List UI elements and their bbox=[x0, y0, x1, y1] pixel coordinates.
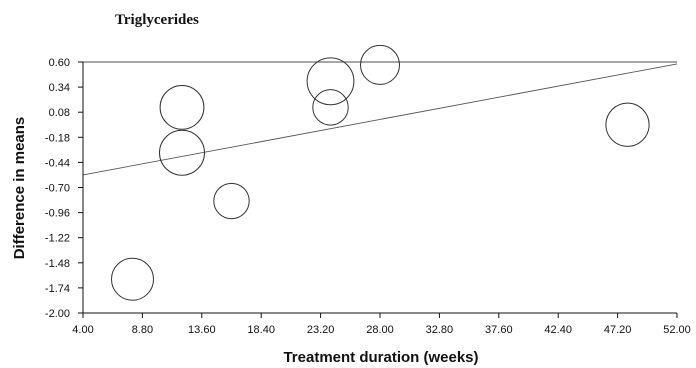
x-tick-label: 4.00 bbox=[72, 324, 93, 336]
y-tick-label: -1.22 bbox=[45, 233, 70, 245]
y-tick-label: 0.34 bbox=[49, 82, 70, 94]
y-tick-label: -1.74 bbox=[45, 283, 70, 295]
x-tick-label: 18.40 bbox=[247, 324, 275, 336]
chart-title: Triglycerides bbox=[115, 12, 199, 28]
x-tick-label: 42.40 bbox=[544, 324, 572, 336]
data-point-bubble bbox=[306, 57, 355, 106]
y-tick-label: -1.48 bbox=[45, 258, 70, 270]
data-point-bubble bbox=[213, 182, 250, 220]
y-axis-label: Difference in means bbox=[11, 117, 28, 260]
x-tick-label: 23.20 bbox=[307, 324, 335, 336]
y-tick-label: 0.08 bbox=[49, 107, 70, 119]
data-point-bubble bbox=[159, 84, 205, 130]
y-tick-label: 0.60 bbox=[49, 57, 70, 69]
data-point-bubble bbox=[312, 89, 349, 126]
regression-line bbox=[82, 63, 678, 176]
y-tick-label: -0.70 bbox=[45, 183, 70, 195]
data-point-bubble bbox=[360, 44, 400, 85]
y-tick-label: -0.18 bbox=[45, 132, 70, 144]
plot-area: 4.00 8.80 13.60 18.40 23.20 28.00 32.80 37.60 42… bbox=[45, 44, 691, 336]
y-tick-label: -0.96 bbox=[45, 208, 70, 220]
data-point-bubble bbox=[111, 257, 154, 301]
x-tick-label: 28.00 bbox=[366, 324, 394, 336]
x-tick-label: 37.60 bbox=[485, 324, 513, 336]
x-tick-label: 32.80 bbox=[426, 324, 454, 336]
x-axis-label: Treatment duration (weeks) bbox=[283, 349, 478, 366]
data-point-bubble bbox=[605, 102, 650, 147]
x-tick-label: 8.80 bbox=[132, 324, 153, 336]
x-tick-label: 47.20 bbox=[604, 324, 632, 336]
data-point-bubble bbox=[159, 129, 205, 176]
y-tick-label: -2.00 bbox=[45, 308, 70, 320]
y-tick-label: -0.44 bbox=[45, 157, 70, 169]
x-tick-label: 13.60 bbox=[188, 324, 216, 336]
x-tick-label: 52.00 bbox=[663, 324, 691, 336]
